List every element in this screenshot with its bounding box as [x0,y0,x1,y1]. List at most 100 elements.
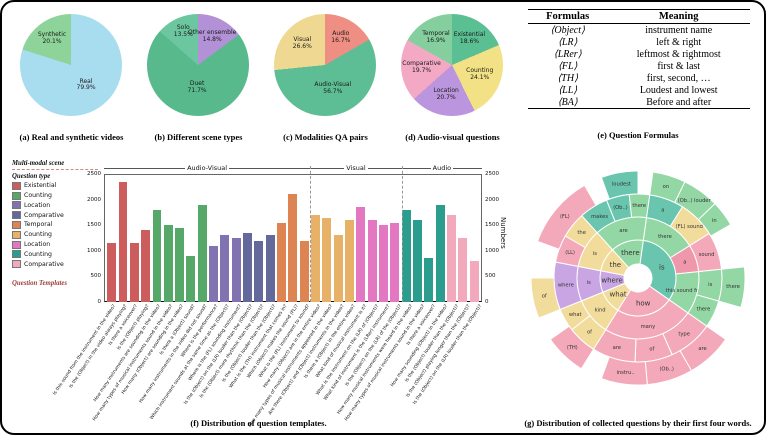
sunburst-label: ⟨LL⟩ [565,250,575,256]
legend-swatch [12,230,21,239]
legend-label: Existential [24,182,57,190]
pie-slice-name: Audio-Visual [314,81,352,89]
pie-slice-label: Comparative 19.7% [402,61,441,75]
sunburst-label: the [610,261,622,269]
pie-slice-pct: 14.8% [202,35,222,43]
pie-slice-pct: 13.5% [173,31,193,39]
pie-slice-name: Audio [332,29,350,37]
sunburst-segment [718,266,746,309]
formula-cell: ⟨LR⟩ [557,36,578,48]
sunburst-label: on [663,184,669,190]
caption-a: (a) Real and synthetic videos [19,132,124,142]
section-audio-visual: Audio-Visual [104,162,311,174]
bar [141,230,151,302]
meaning-cell: leftmost & rightmost [636,48,721,60]
y-axis-title: Numbers [499,217,507,249]
sunburst-segment [536,184,597,250]
legend-swatch [12,201,21,210]
sunburst-label: of [649,347,654,353]
sunburst-label: ⟨FL⟩ sound [676,224,703,230]
section-line [229,167,311,169]
pie-slice-name: Visual [293,36,312,44]
question-formulas-panel: Formulas Meaning ⟨Object⟩ instrument name… [516,6,760,154]
pie-slice-name: Duet [189,80,205,88]
legend-item: Comparative [12,211,98,220]
sunburst-label: kind [595,307,606,313]
x-axis-labels: Is this sound from the instrument in the… [52,303,483,429]
sunburst-label: instru.. [616,370,635,376]
section-label: Audio [432,164,452,172]
table-row: ⟨LRer⟩ leftmost & rightmost [528,48,750,60]
legend-label: Counting [24,250,52,258]
pie-slice-name: Solo [176,24,190,32]
legend-items: Existential Counting Location Comparative Te… [12,181,98,269]
sunburst-label: what [569,312,582,318]
sunburst-label: in [712,218,717,224]
bar [401,209,411,302]
legend-label: Comparative [24,260,64,268]
y-tick-right: 2000 [485,196,499,203]
pie-slice-name: Other ensemble [188,28,237,36]
pie-slice-label: Duet 71.7% [188,80,207,95]
table-row: ⟨BA⟩ Before and after [528,96,750,109]
bars [104,174,482,302]
table-header-meaning: Meaning [607,9,750,24]
formula-cell: ⟨FL⟩ [557,60,578,72]
sunburst-label: the [577,230,586,236]
pie-slice-name: Existential [453,30,486,38]
table-row: ⟨FL⟩ first & last [528,60,750,72]
sunburst-label: how [636,299,651,307]
pie-slice-name: Temporal [422,29,450,37]
legend-footer: Question Templates [12,280,68,288]
pie-slice-name: Synthetic [37,31,67,39]
y-tick-left: 2000 [87,196,101,203]
pie-chart-modalities: Audio 16.7% Audio-Visual 56.7% Visual 26.6% (… [262,6,389,154]
pie-slice-label: Location 20.7% [433,87,458,102]
formula-cell: ⟨LRer⟩ [553,48,582,60]
caption-d: (d) Audio-visual questions [405,132,500,142]
sunburst-label: a [683,259,686,265]
pie-slice-pct: 26.6% [292,43,312,51]
legend-item: Location [12,240,98,249]
pie-slice-pct: 56.7% [323,88,343,96]
legend-item: Counting [12,250,98,259]
sunburst-segment [600,170,639,200]
legend-item: Location [12,201,98,210]
pie-disk-c: Audio 16.7% Audio-Visual 56.7% Visual 26.6% [274,14,376,116]
legend-item: Counting [12,230,98,239]
sunburst-label: type [678,331,690,337]
bar [390,222,400,302]
legend-swatch [12,181,21,190]
legend-label: Location [24,241,51,249]
sunburst-label: is [708,282,712,288]
legend-label: Comparative [24,211,64,219]
legend-label: Temporal [24,221,53,229]
bar [345,220,355,302]
legend-swatch [12,191,21,200]
legend-title-scene: Multi-modal scene [12,160,65,167]
pie-slice-pct: 19.7% [412,67,432,75]
bar [175,227,185,302]
pie-slice-pct: 16.7% [331,36,351,44]
meaning-cell: instrument name [645,24,713,36]
y-tick-left: 0 [97,299,102,305]
sunburst-chart: is how what where the there there a this sound f… [514,158,762,410]
sunburst-label: is [593,251,597,257]
y-tick-left: 1000 [87,247,101,254]
y-tick-left: 2500 [87,171,101,177]
sunburst-segment [549,325,595,370]
sunburst-label: many [641,324,656,330]
sunburst-label: are [619,228,627,234]
legend-label: Location [24,201,51,209]
pie-chart-scene-types: Other ensemble 14.8% Duet 71.7% Solo 13.5% (b… [135,6,262,154]
pie-slice-pct: 20.1% [42,38,62,46]
pie-slice-pct: 20.7% [436,94,456,102]
formula-cell: ⟨LL⟩ [558,84,578,96]
section-label: Visual [346,164,366,172]
bar [107,243,117,302]
sunburst-label: where [558,282,574,288]
sunburst-label: sound [699,252,715,258]
formula-cell: ⟨BA⟩ [557,96,578,108]
caption-b: (b) Different scene types [154,132,243,142]
y-tick-right: 2500 [485,171,499,177]
